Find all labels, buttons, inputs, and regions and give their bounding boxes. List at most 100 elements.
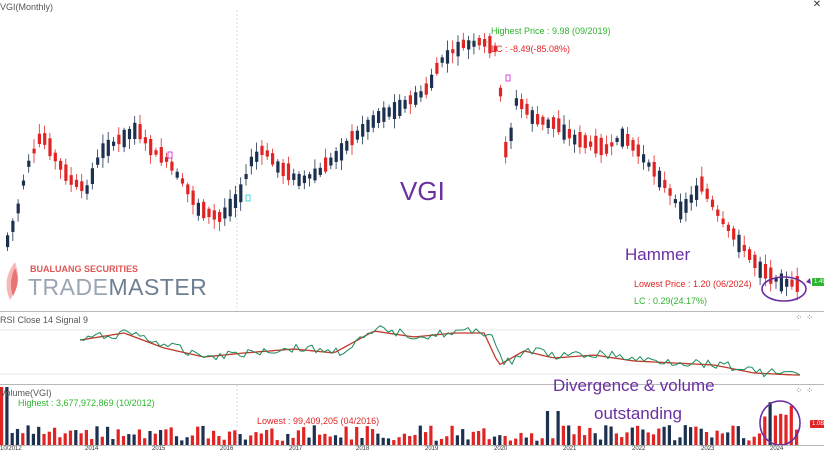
volume-bar xyxy=(747,440,751,445)
candle-body xyxy=(398,99,402,116)
candle-body xyxy=(228,198,232,217)
volume-bar xyxy=(514,438,518,445)
volume-bar xyxy=(174,436,179,445)
candle-body xyxy=(69,175,73,185)
candle-body xyxy=(583,135,587,149)
volume-bar xyxy=(254,432,258,445)
candle-body xyxy=(138,124,142,140)
brand-master: MASTER xyxy=(108,274,208,300)
candle-body xyxy=(366,119,370,132)
volume-bar xyxy=(307,437,311,445)
volume-bar xyxy=(583,435,587,445)
volume-bar xyxy=(609,426,613,445)
rsi-panel: RSI Close 14 Signal 9 ⁘ ⁘ xyxy=(0,312,824,384)
volume-bar xyxy=(408,435,412,445)
volume-panel-title: Volume(VGI) xyxy=(0,388,52,398)
volume-bar xyxy=(360,438,364,445)
candle-body xyxy=(239,184,243,203)
candle-body xyxy=(339,143,344,161)
candle-body xyxy=(610,142,614,147)
volume-bar xyxy=(371,429,375,445)
candle-body xyxy=(509,127,513,142)
candle-body xyxy=(186,184,190,195)
volume-bar xyxy=(137,429,141,445)
volume-bar xyxy=(477,430,481,445)
candle-body xyxy=(573,134,577,145)
brand-line1: BUALUANG SECURITIES xyxy=(30,264,139,274)
candle-body xyxy=(117,134,121,145)
candle-body xyxy=(170,161,174,171)
volume-bar xyxy=(530,433,534,445)
signal-marker xyxy=(505,74,511,82)
volume-bar xyxy=(74,430,78,445)
candle-body xyxy=(85,185,89,194)
candle-body xyxy=(440,57,444,63)
volume-bar xyxy=(784,414,788,445)
volume-bar xyxy=(466,439,470,445)
volume-bar xyxy=(657,428,661,445)
price-panel-title: VGI(Monthly) xyxy=(0,2,54,12)
volume-bar xyxy=(726,432,730,445)
volume-bar xyxy=(148,430,152,445)
candle-body xyxy=(127,128,132,140)
volume-bar xyxy=(233,430,237,445)
candle-body xyxy=(483,39,487,47)
volume-bar xyxy=(720,433,724,445)
candle-body xyxy=(281,162,285,177)
x-axis-label: 2017 xyxy=(289,446,303,452)
volume-bar xyxy=(90,439,94,445)
candle-body xyxy=(392,102,397,120)
candle-body xyxy=(631,140,635,151)
candle-body xyxy=(313,168,317,181)
candle-body xyxy=(769,267,773,284)
candle-body xyxy=(467,40,471,50)
candle-body xyxy=(726,224,730,232)
volume-bar xyxy=(503,435,507,445)
candle-body xyxy=(647,162,651,167)
volume-bar xyxy=(349,439,353,445)
volume-bar xyxy=(243,439,247,445)
candle-body xyxy=(292,173,296,180)
close-icon[interactable]: ✕ xyxy=(812,0,822,10)
candle-body xyxy=(106,139,110,156)
volume-bar xyxy=(259,433,263,445)
candle-body xyxy=(546,119,550,128)
candle-body xyxy=(419,91,423,98)
candle-body xyxy=(345,140,349,151)
x-axis-label: 2015 xyxy=(152,446,166,452)
volume-bar xyxy=(445,436,449,445)
volume-chart xyxy=(0,385,801,445)
candle-body xyxy=(27,160,31,167)
brand-line2: TRADEMASTER xyxy=(28,274,207,300)
volume-bar xyxy=(683,425,687,445)
volume-bar xyxy=(95,426,99,445)
volume-bar xyxy=(567,425,571,445)
volume-bar xyxy=(763,416,767,445)
volume-bar xyxy=(238,434,242,445)
symbol-watermark: VGI xyxy=(400,176,445,206)
volume-bar xyxy=(286,433,290,445)
volume-bar xyxy=(164,429,168,445)
candle-body xyxy=(48,138,52,157)
volume-bar xyxy=(328,436,332,445)
candle-body xyxy=(165,157,169,162)
volume-badge: 1.0B xyxy=(810,420,824,428)
volume-bar xyxy=(694,426,698,445)
volume-bar xyxy=(386,438,391,445)
candle-body xyxy=(59,160,63,170)
volume-panel-controls[interactable]: ⁘ ⁘ xyxy=(795,386,814,395)
volume-highest-label: Highest : 3,677,972,869 (10/2012) xyxy=(18,398,155,408)
x-axis-label: 2018 xyxy=(356,446,370,452)
volume-bar xyxy=(572,434,576,445)
candle-body xyxy=(557,118,561,133)
volume-bar xyxy=(588,427,592,445)
candle-body xyxy=(403,99,407,109)
candle-body xyxy=(202,201,206,219)
candle-body xyxy=(488,36,492,54)
volume-bar xyxy=(333,435,338,445)
volume-bar xyxy=(249,435,253,445)
candle-body xyxy=(525,103,529,115)
rsi-panel-controls[interactable]: ⁘ ⁘ xyxy=(795,313,814,322)
volume-bar xyxy=(116,429,120,445)
candle-body xyxy=(530,110,534,124)
